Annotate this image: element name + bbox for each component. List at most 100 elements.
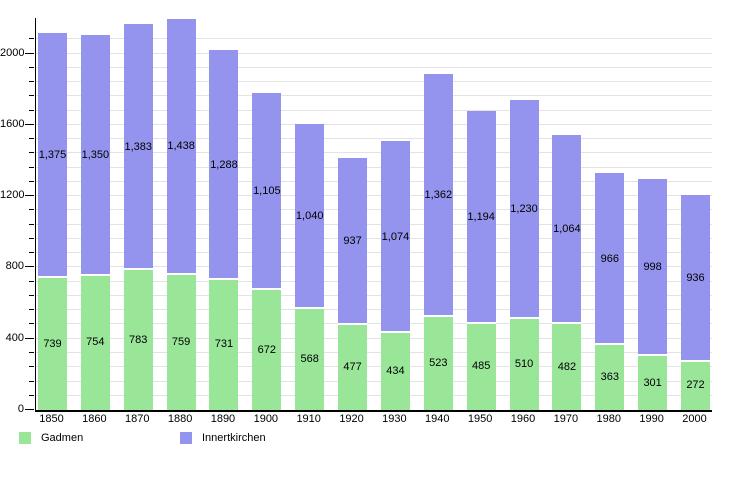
- y-minor-tick: [29, 209, 34, 211]
- plot-area: 739 1,375 754 1,350 783 1,383 759 1,438 731 1,288…: [35, 18, 712, 412]
- gridline: [36, 123, 712, 125]
- y-tick-label: 400: [5, 331, 24, 344]
- gridline: [36, 38, 712, 40]
- gridline: [36, 95, 712, 97]
- bar-value-label-innertkirchen-2000: 936: [686, 271, 705, 284]
- bar-value-label-innertkirchen-1890: 1,288: [210, 158, 238, 171]
- gridline: [36, 166, 712, 168]
- bar-segment-innertkirchen-1990: [638, 178, 668, 357]
- y-minor-tick: [29, 252, 34, 254]
- y-tick-label: 1600: [0, 117, 25, 130]
- legend-item-innertkirchen: Innertkirchen: [180, 430, 266, 446]
- gridline: [36, 209, 712, 211]
- bar-value-label-gadmen-1870: 783: [129, 333, 148, 346]
- bar-value-label-gadmen-1860: 754: [86, 336, 105, 349]
- x-tick-label-1960: 1960: [510, 413, 536, 425]
- y-minor-tick: [29, 380, 34, 382]
- bar-segment-gadmen-1930: [380, 332, 410, 410]
- bar-value-label-innertkirchen-1900: 1,105: [253, 185, 281, 198]
- y-minor-tick: [29, 351, 34, 353]
- bar-segment-gadmen-1850: [38, 278, 67, 410]
- x-tick-label-1970: 1970: [553, 413, 579, 425]
- bar-value-label-innertkirchen-1950: 1,194: [467, 210, 495, 223]
- bar-value-label-innertkirchen-1960: 1,230: [510, 203, 538, 216]
- bar-segment-gadmen-1990: [638, 356, 668, 410]
- x-tick-label-2000: 2000: [682, 413, 707, 425]
- bar-value-label-gadmen-1890: 731: [214, 338, 234, 351]
- y-minor-tick: [29, 323, 34, 325]
- bar-segment-innertkirchen-1890: [209, 50, 239, 280]
- y-axis: 0 400 800 1200 1600 2000: [0, 18, 35, 415]
- bar-segment-gadmen-1910: [295, 308, 325, 410]
- y-minor-tick: [29, 166, 34, 168]
- y-minor-tick: [29, 237, 34, 239]
- bar-value-label-gadmen-1960: 510: [514, 358, 534, 371]
- x-tick-label-1980: 1980: [596, 413, 621, 425]
- bar-value-label-innertkirchen-1990: 998: [643, 260, 662, 273]
- y-major-tick: [25, 123, 34, 125]
- bar-segment-gadmen-1890: [209, 279, 239, 410]
- bar-segment-innertkirchen-1940: [423, 74, 453, 317]
- y-major-tick: [25, 409, 34, 410]
- bar-segment-gadmen-2000: [681, 361, 710, 410]
- bar-segment-gadmen-1940: [423, 316, 453, 410]
- y-minor-tick: [29, 138, 34, 140]
- bar-value-label-innertkirchen-1970: 1,064: [553, 222, 581, 235]
- x-tick-label-1890: 1890: [210, 413, 236, 425]
- y-minor-tick: [29, 309, 34, 311]
- gridline: [36, 81, 712, 83]
- y-tick-label: 800: [5, 260, 24, 273]
- y-minor-tick: [29, 66, 34, 68]
- y-minor-tick: [29, 180, 34, 182]
- bar-value-label-gadmen-1880: 759: [171, 335, 191, 348]
- x-tick-label-1950: 1950: [467, 413, 493, 425]
- bar-value-label-innertkirchen-1850: 1,375: [38, 149, 67, 162]
- y-major-tick: [25, 195, 34, 197]
- gridline: [36, 152, 712, 154]
- bar-value-label-innertkirchen-1920: 937: [343, 235, 362, 248]
- y-minor-tick: [29, 223, 34, 225]
- gridline: [36, 309, 712, 311]
- y-minor-tick: [29, 95, 34, 97]
- bar-segment-innertkirchen-2000: [681, 194, 710, 362]
- bar-segment-innertkirchen-1960: [509, 99, 539, 320]
- y-minor-tick: [29, 366, 34, 368]
- bar-value-label-gadmen-2000: 272: [686, 379, 705, 392]
- bar-segment-gadmen-1980: [595, 345, 625, 410]
- bar-value-label-innertkirchen-1940: 1,362: [424, 188, 453, 201]
- y-tick-label: 1200: [0, 189, 25, 202]
- bar-value-label-gadmen-1910: 568: [300, 352, 319, 365]
- bar-value-label-gadmen-1970: 482: [557, 360, 577, 373]
- gridline: [36, 294, 712, 296]
- x-tick-label-1850: 1850: [39, 413, 64, 425]
- x-axis-labels: 1850 1860 1870 1880 1890 1900 1910 1920 1930 1940…: [35, 413, 711, 427]
- x-tick-label-1910: 1910: [296, 413, 321, 425]
- x-tick-label-1920: 1920: [339, 413, 364, 425]
- bar-segment-gadmen-1870: [123, 270, 153, 410]
- y-major-tick: [25, 337, 34, 339]
- x-tick-label-1990: 1990: [639, 413, 664, 425]
- y-minor-tick: [29, 152, 34, 154]
- bar-segment-innertkirchen-1910: [295, 123, 325, 309]
- bar-segment-innertkirchen-1850: [38, 33, 67, 279]
- bar-segment-gadmen-1880: [166, 274, 196, 410]
- gridline: [36, 138, 712, 140]
- bar-segment-innertkirchen-1920: [338, 158, 368, 326]
- legend-label-innertkirchen: Innertkirchen: [202, 432, 266, 444]
- bar-segment-gadmen-1960: [509, 319, 539, 410]
- legend-swatch-gadmen: [19, 432, 31, 444]
- bar-value-label-gadmen-1940: 523: [429, 356, 448, 369]
- gridline: [36, 380, 712, 382]
- y-minor-tick: [29, 394, 34, 396]
- gridline: [36, 394, 712, 396]
- bar-segment-gadmen-1950: [466, 323, 496, 410]
- bar-value-label-gadmen-1930: 434: [386, 364, 405, 377]
- gridline: [36, 66, 712, 68]
- bar-segment-innertkirchen-1860: [80, 35, 110, 276]
- y-major-tick: [25, 52, 34, 54]
- gridline: [36, 237, 712, 239]
- legend-label-gadmen: Gadmen: [41, 432, 84, 444]
- bar-value-label-innertkirchen-1860: 1,350: [81, 148, 110, 161]
- bar-segment-gadmen-1860: [80, 275, 110, 410]
